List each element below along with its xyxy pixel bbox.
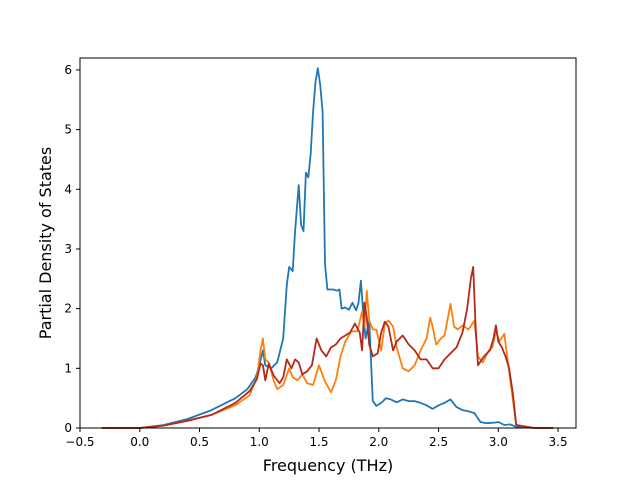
series-line-3 [101, 265, 554, 429]
x-tick-label: 3.5 [549, 435, 568, 449]
x-tick-label: 0.5 [190, 435, 209, 449]
x-tick-label: 0.0 [130, 435, 149, 449]
y-tick-label: 0 [64, 421, 72, 435]
y-tick-label: 3 [64, 242, 72, 256]
y-axis: 0 1 2 3 4 5 6 [64, 63, 80, 435]
series-layer [101, 67, 554, 429]
y-tick-label: 5 [64, 123, 72, 137]
y-tick-label: 4 [64, 182, 72, 196]
x-tick-label: 2.5 [429, 435, 448, 449]
y-tick-label: 1 [64, 361, 72, 375]
x-axis-label: Frequency (THz) [263, 456, 393, 475]
x-axis: −0.5 0.0 0.5 1.0 1.5 2.0 2.5 3.0 3.5 [65, 428, 568, 449]
x-tick-label: 1.5 [309, 435, 328, 449]
x-tick-label: 3.0 [489, 435, 508, 449]
y-axis-label: Partial Density of States [36, 147, 55, 339]
plot-frame [79, 57, 577, 429]
x-tick-label: −0.5 [65, 435, 94, 449]
x-tick-label: 2.0 [369, 435, 388, 449]
series-line-1 [101, 67, 554, 429]
x-tick-label: 1.0 [250, 435, 269, 449]
y-tick-label: 2 [64, 302, 72, 316]
y-tick-label: 6 [64, 63, 72, 77]
